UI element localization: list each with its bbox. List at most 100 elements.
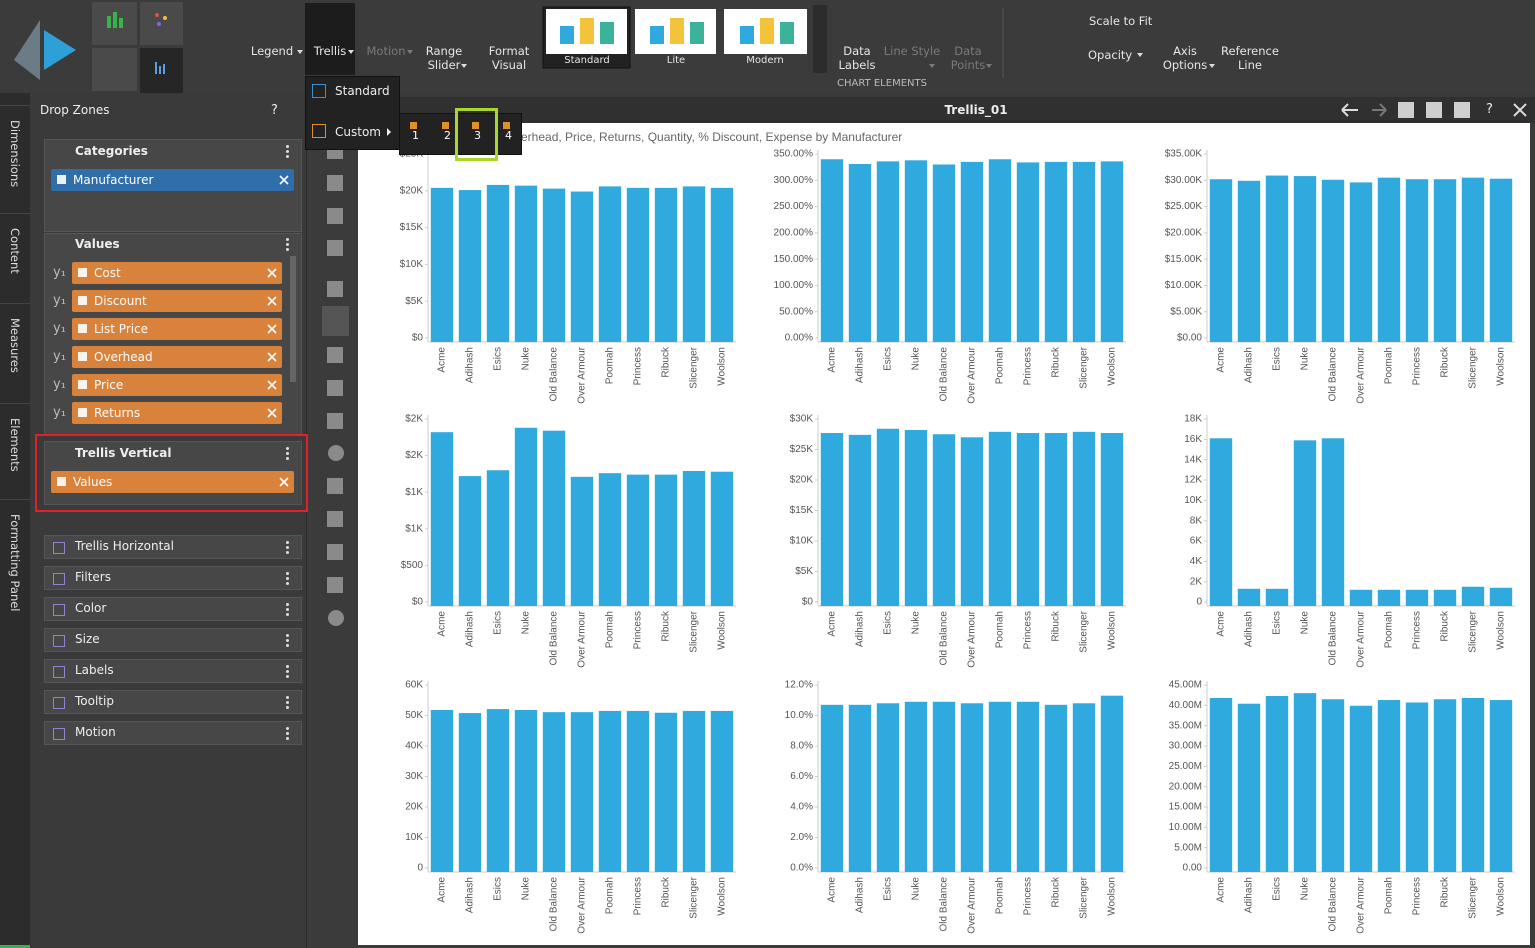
more-menu[interactable] xyxy=(285,663,291,679)
side-tab[interactable]: Content xyxy=(8,228,22,274)
dot xyxy=(286,639,289,642)
custom-option[interactable]: 3 xyxy=(474,129,481,142)
field-chip[interactable]: List Price xyxy=(72,318,282,340)
axis-label: y₁ xyxy=(53,321,66,336)
bar xyxy=(1209,698,1233,872)
field-chip[interactable]: Price xyxy=(72,374,282,396)
bar xyxy=(570,191,594,342)
zone-title[interactable]: Motion xyxy=(75,725,116,739)
style-caption[interactable]: Lite xyxy=(666,55,686,66)
remove-button[interactable] xyxy=(267,324,277,334)
field-chip[interactable]: Discount xyxy=(72,290,282,312)
bar xyxy=(1265,695,1289,872)
scale-to-fit[interactable]: Scale to Fit xyxy=(1089,14,1153,28)
dot xyxy=(286,670,289,673)
more-menu[interactable] xyxy=(285,570,291,586)
bar xyxy=(542,430,566,606)
field-chip[interactable]: Values xyxy=(51,471,294,493)
x-tick-label: Acme xyxy=(827,347,838,373)
zone-title[interactable]: Labels xyxy=(75,663,114,677)
x-tick-label: Princess xyxy=(1023,347,1034,385)
x-tick-label: Acme xyxy=(1216,611,1227,637)
more-menu[interactable] xyxy=(285,725,291,741)
ribbon-button[interactable]: Range Slider xyxy=(425,44,463,72)
zone-title[interactable]: Filters xyxy=(75,570,111,584)
y-tick-label: $15.00K xyxy=(1165,254,1203,265)
y-tick-label: 12.0% xyxy=(785,680,813,691)
zone-title[interactable]: Color xyxy=(75,601,107,615)
field-icon xyxy=(78,408,87,417)
ribbon-button[interactable]: Motion xyxy=(366,44,406,58)
field-chip[interactable]: Returns xyxy=(72,402,282,424)
ribbon-button[interactable]: Data Points xyxy=(950,44,986,72)
side-tab[interactable]: Measures xyxy=(8,318,22,373)
trellis-cell: $0 $500 $1K $1K $2K $2K Acme Adihash Esics Nuke Ol… xyxy=(401,414,736,668)
ribbon-button[interactable]: Legend xyxy=(250,44,294,58)
x-tick-label: Over Armour xyxy=(1356,346,1367,403)
zone xyxy=(44,597,302,621)
ribbon-button[interactable]: Axis Options xyxy=(1162,44,1208,72)
more-menu[interactable] xyxy=(285,143,291,159)
ribbon-button[interactable]: Line Style xyxy=(883,44,941,58)
ribbon-button[interactable]: Trellis xyxy=(313,44,347,58)
remove-button[interactable] xyxy=(267,268,277,278)
remove-button[interactable] xyxy=(267,380,277,390)
more-menu[interactable] xyxy=(285,632,291,648)
field-chip[interactable]: Overhead xyxy=(72,346,282,368)
x-tick-label: Adihash xyxy=(1244,611,1255,647)
side-tab[interactable]: Formatting Panel xyxy=(8,514,22,612)
menu-item[interactable]: Standard xyxy=(335,84,390,98)
custom-option[interactable]: 1 xyxy=(412,129,419,142)
ribbon-button[interactable]: Format Visual xyxy=(488,44,530,72)
more-menu[interactable] xyxy=(285,694,291,710)
menu-item[interactable]: Custom xyxy=(335,125,381,139)
bar xyxy=(654,712,678,872)
trellis-cell: 0 10K 20K 30K 40K 50K 60K Acme Adihash Esics Nuke O… xyxy=(405,680,736,934)
side-tabs xyxy=(0,93,30,948)
help[interactable]: ? xyxy=(271,103,278,118)
custom-option[interactable]: 4 xyxy=(505,129,512,142)
x-tick-label: Old Balance xyxy=(1328,347,1339,402)
ribbon-button[interactable]: Data Labels xyxy=(838,44,876,72)
opacity[interactable]: Opacity xyxy=(1088,48,1133,62)
field-chip[interactable]: Manufacturer xyxy=(51,169,294,191)
help[interactable]: ? xyxy=(1486,102,1493,117)
bar xyxy=(430,710,454,872)
x-tick-label: Slicenger xyxy=(1079,346,1090,388)
caret xyxy=(929,64,935,68)
ribbon-button[interactable]: Reference Line xyxy=(1221,44,1279,72)
zone-title[interactable]: Size xyxy=(75,632,100,646)
bar xyxy=(430,187,454,342)
y-tick-label: $2K xyxy=(405,414,423,425)
side-tab[interactable]: Elements xyxy=(8,418,22,472)
zone-title[interactable]: Tooltip xyxy=(75,694,114,708)
more-menu[interactable] xyxy=(285,539,291,555)
remove-button[interactable] xyxy=(279,175,289,185)
x-tick-label: Old Balance xyxy=(1328,877,1339,932)
x-tick-label: Slicenger xyxy=(1468,610,1479,652)
more-menu[interactable] xyxy=(285,445,291,461)
x-tick-label: Woolson xyxy=(1107,347,1118,386)
remove-button[interactable] xyxy=(267,352,277,362)
more-menu[interactable] xyxy=(285,601,291,617)
y-tick-label: $1K xyxy=(405,523,423,534)
style-caption[interactable]: Modern xyxy=(746,55,784,66)
remove-button[interactable] xyxy=(267,408,277,418)
bar xyxy=(514,427,538,606)
field-chip[interactable]: Cost xyxy=(72,262,282,284)
zone-title[interactable]: Trellis Horizontal xyxy=(75,539,174,553)
chart-title: erhead, Price, Returns, Quantity, % Disc… xyxy=(521,130,903,144)
bar xyxy=(848,434,872,606)
tab-separator xyxy=(0,303,30,304)
side-tab[interactable]: Dimensions xyxy=(8,120,22,188)
bar xyxy=(626,474,650,606)
custom-option[interactable]: 2 xyxy=(444,129,451,142)
x-tick-label: Nuke xyxy=(1300,347,1311,371)
remove-button[interactable] xyxy=(279,477,289,487)
remove-button[interactable] xyxy=(267,296,277,306)
y-tick-label: $0 xyxy=(412,333,424,344)
bar xyxy=(904,701,928,872)
style-caption[interactable]: Standard xyxy=(564,55,610,66)
more-menu[interactable] xyxy=(285,236,291,252)
y-tick-label: $10.00K xyxy=(1165,280,1203,291)
